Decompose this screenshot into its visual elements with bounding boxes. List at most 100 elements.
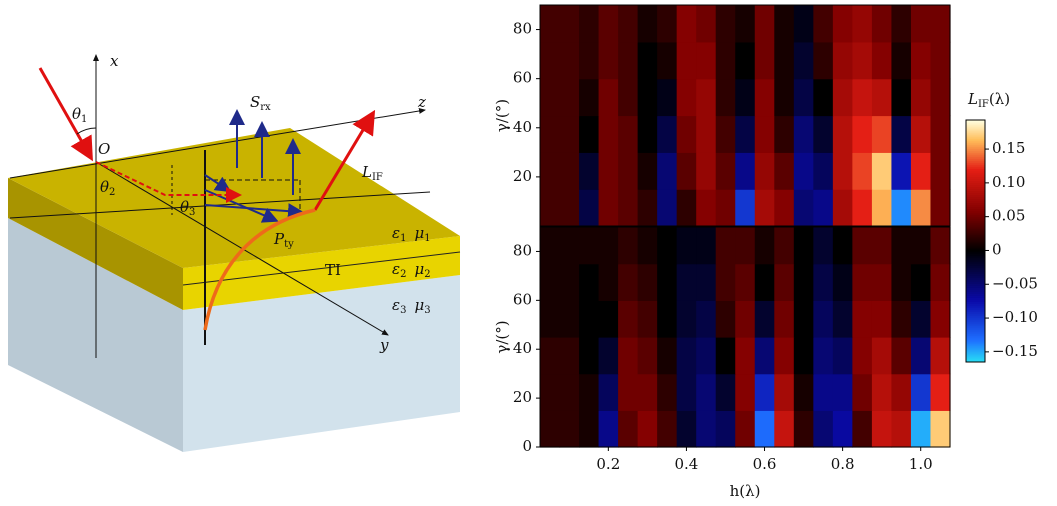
heatmap-cell xyxy=(930,264,950,301)
heatmap-cell xyxy=(579,189,599,226)
heatmap-cell xyxy=(696,5,716,42)
x-tick-label: 0.6 xyxy=(753,455,777,473)
heatmap-cell xyxy=(579,410,599,447)
heatmap-cell xyxy=(774,79,794,116)
heatmap-cell xyxy=(833,5,853,42)
heatmap-cell xyxy=(872,79,892,116)
heatmap-cell xyxy=(579,152,599,189)
heatmap-cell xyxy=(677,300,697,337)
angle-label: θ1 xyxy=(72,105,87,125)
heatmap-cell xyxy=(599,300,619,337)
heatmap-cell xyxy=(891,5,911,42)
heatmap-cell xyxy=(852,5,872,42)
heatmap-cell xyxy=(833,152,853,189)
heatmap-cell xyxy=(677,264,697,301)
heatmap-cell xyxy=(657,227,677,264)
heatmap-cell xyxy=(560,189,580,226)
heatmap-cell xyxy=(618,5,638,42)
heatmap-cell xyxy=(794,227,814,264)
heatmap-cell xyxy=(599,374,619,411)
heatmap-cell xyxy=(774,227,794,264)
heatmap-cell xyxy=(696,189,716,226)
y-tick-label: 60 xyxy=(513,69,532,87)
colorbar-tick-label: −0.05 xyxy=(992,274,1038,292)
heatmap-cell xyxy=(696,337,716,374)
heatmap-cell xyxy=(696,227,716,264)
heatmap-cell xyxy=(618,152,638,189)
heatmap-cell xyxy=(716,410,736,447)
heatmap-cell xyxy=(560,152,580,189)
heatmap-cell xyxy=(618,116,638,153)
axis-label: x xyxy=(110,52,119,70)
heatmap-cell xyxy=(891,374,911,411)
heatmap-cell xyxy=(911,264,931,301)
heatmap-cell xyxy=(696,410,716,447)
heatmap xyxy=(540,227,951,448)
y-tick-label: 20 xyxy=(513,167,532,185)
heatmap-cell xyxy=(755,264,775,301)
heatmap-cell xyxy=(540,79,560,116)
heatmap-cell xyxy=(579,79,599,116)
heatmap-cell xyxy=(794,374,814,411)
heatmap-cell xyxy=(930,374,950,411)
heatmap-cell xyxy=(618,337,638,374)
y-tick-label: 80 xyxy=(513,241,532,259)
colorbar-tick-label: 0 xyxy=(992,240,1002,258)
figure: x z y O θ1 θ2 θ3 Srx LIF Pty ε1μ1 TI ε2μ… xyxy=(0,0,1057,506)
heatmap-cell xyxy=(716,300,736,337)
heatmap-cell xyxy=(930,42,950,79)
heatmap-cell xyxy=(735,337,755,374)
colorbar-tick-label: 0.15 xyxy=(992,139,1025,157)
heatmap-cell xyxy=(872,337,892,374)
heatmap-cell xyxy=(599,5,619,42)
heatmap-cell xyxy=(638,116,658,153)
heatmap-cell xyxy=(813,116,833,153)
heatmap-cell xyxy=(638,189,658,226)
heatmap-cell xyxy=(930,227,950,264)
heatmap-cell xyxy=(540,42,560,79)
heatmap-cell xyxy=(813,337,833,374)
x-axis-label: h(λ) xyxy=(730,482,761,500)
heatmap-cell xyxy=(638,79,658,116)
heatmap-cell xyxy=(891,227,911,264)
heatmap-cell xyxy=(813,410,833,447)
heatmap-cell xyxy=(911,5,931,42)
heatmap-cell xyxy=(794,264,814,301)
heatmap-cell xyxy=(813,300,833,337)
heatmap-cell xyxy=(657,374,677,411)
heatmap-cell xyxy=(579,264,599,301)
heatmap-cell xyxy=(872,300,892,337)
heatmap-cell xyxy=(560,42,580,79)
heatmap-cell xyxy=(911,227,931,264)
heatmap-cell xyxy=(560,337,580,374)
heatmap-cell xyxy=(638,264,658,301)
heatmap-cell xyxy=(696,116,716,153)
heatmap-cell xyxy=(930,152,950,189)
heatmap-cell xyxy=(657,116,677,153)
heatmap-cell xyxy=(755,410,775,447)
heatmap-cell xyxy=(638,300,658,337)
y-tick-label: 80 xyxy=(513,20,532,38)
heatmap-cell xyxy=(540,410,560,447)
heatmap-cell xyxy=(833,227,853,264)
heatmap-cell xyxy=(716,337,736,374)
heatmap-cell xyxy=(618,79,638,116)
heatmap-cell xyxy=(794,300,814,337)
heatmap-cell xyxy=(716,79,736,116)
heatmap-cell xyxy=(911,374,931,411)
heatmap-cell xyxy=(852,227,872,264)
heatmap-cell xyxy=(677,116,697,153)
heatmap-cell xyxy=(774,152,794,189)
y-tick-label: 40 xyxy=(513,339,532,357)
heatmap-cell xyxy=(677,42,697,79)
colorbar-title: LIF(λ) xyxy=(967,90,1010,110)
x-tick-label: 0.8 xyxy=(831,455,855,473)
heatmap-cell xyxy=(677,227,697,264)
heatmap-cell xyxy=(813,42,833,79)
heatmap-cell xyxy=(852,79,872,116)
heatmap-cell xyxy=(774,5,794,42)
x-tick-label: 1.0 xyxy=(909,455,933,473)
x-tick-label: 0.2 xyxy=(596,455,620,473)
heatmap-cell xyxy=(579,300,599,337)
heatmap-cell xyxy=(716,227,736,264)
